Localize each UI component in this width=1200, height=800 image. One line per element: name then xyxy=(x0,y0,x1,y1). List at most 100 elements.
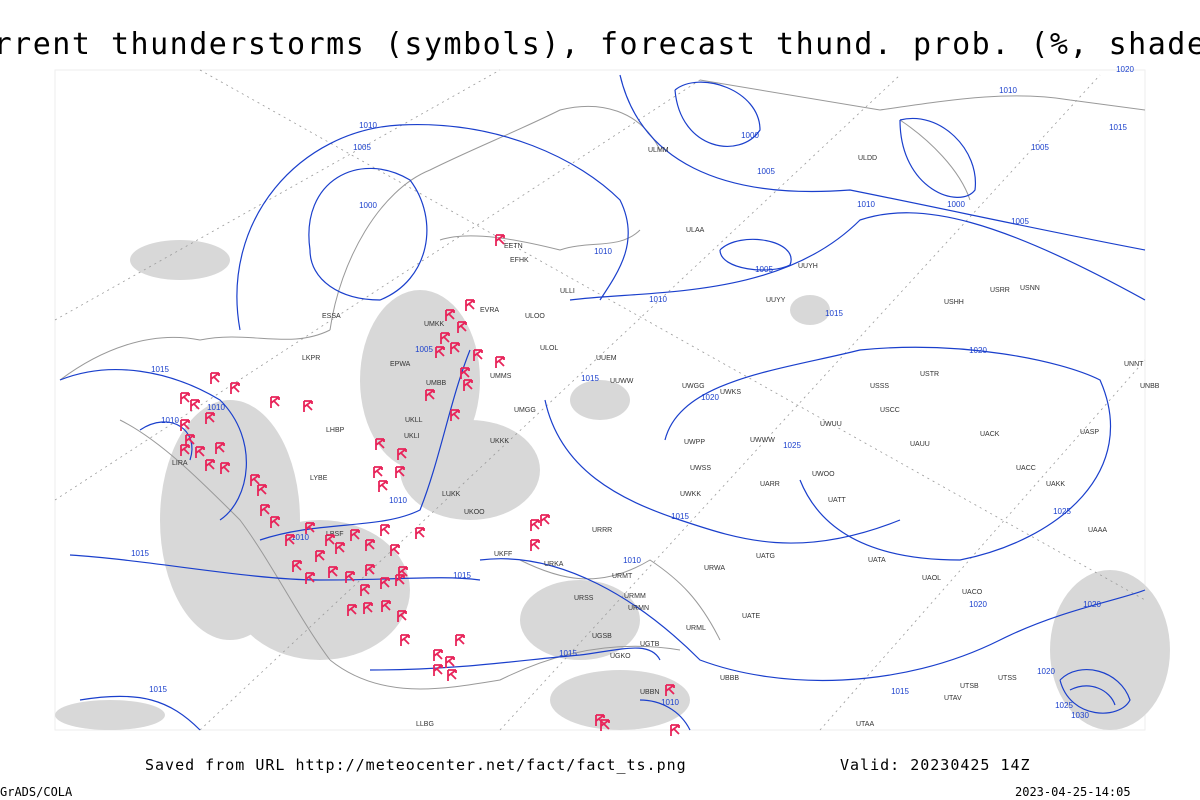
labels: 1010 1005 1000 1005 1010 1010 1015 1015 1010 1010… xyxy=(131,65,1160,728)
thunderstorm-symbol xyxy=(185,434,195,446)
station-label: URMT xyxy=(612,573,633,580)
thunderstorm-symbol xyxy=(285,534,295,546)
station-label: LLBG xyxy=(416,721,434,728)
thunderstorm-symbol xyxy=(463,379,473,391)
station-label: UWGG xyxy=(682,383,705,390)
station-label: UAUU xyxy=(910,441,930,448)
thunderstorm-symbol xyxy=(450,409,460,421)
thunderstorm-symbol xyxy=(395,466,405,478)
thunderstorm-symbol xyxy=(180,419,190,431)
isobar-label: 1015 xyxy=(1109,123,1127,132)
thunderstorm-symbol xyxy=(325,534,335,546)
station-label: ULOO xyxy=(525,313,545,320)
isobar-label: 1015 xyxy=(151,365,169,374)
station-label: UTSB xyxy=(960,683,979,690)
station-label: URML xyxy=(686,625,706,632)
station-label: UAKK xyxy=(1046,481,1065,488)
thunderstorm-symbol xyxy=(350,529,360,541)
thunderstorm-symbol xyxy=(495,356,505,368)
thunderstorm-symbol xyxy=(180,444,190,456)
thunderstorm-symbol xyxy=(540,514,550,526)
thunderstorm-symbol xyxy=(190,399,200,411)
thunderstorm-symbol xyxy=(670,724,680,736)
station-label: UATA xyxy=(868,557,886,564)
station-label: USTR xyxy=(920,371,939,378)
isobar-label: 1020 xyxy=(1116,65,1134,74)
coastlines xyxy=(59,79,1146,690)
station-label: USNN xyxy=(1020,285,1040,292)
station-label: UUYY xyxy=(766,297,786,304)
station-label: UMKK xyxy=(424,321,445,328)
valid-time: Valid: 20230425 14Z xyxy=(840,756,1031,774)
station-label: UTAA xyxy=(856,721,874,728)
thunderstorm-symbol xyxy=(433,649,443,661)
station-label: ULAA xyxy=(686,227,705,234)
isobar-label: 1010 xyxy=(649,295,667,304)
thunderstorm-symbol xyxy=(303,400,313,412)
station-label: UKLL xyxy=(405,417,423,424)
thunderstorm-symbol xyxy=(440,332,450,344)
station-label: UATG xyxy=(756,553,775,560)
isobar-label: 1000 xyxy=(359,201,377,210)
station-label: UKOO xyxy=(464,509,485,516)
station-label: EETN xyxy=(504,243,523,250)
station-label: UGTB xyxy=(640,641,660,648)
thunderstorm-symbol xyxy=(205,459,215,471)
station-label: UATE xyxy=(742,613,760,620)
station-label: UACC xyxy=(1016,465,1036,472)
thunderstorm-symbol xyxy=(447,669,457,681)
isobar-label: 1015 xyxy=(671,512,689,521)
station-label: URMM xyxy=(624,593,646,600)
thunderstorm-symbol xyxy=(305,522,315,534)
isobar-label: 1025 xyxy=(1053,507,1071,516)
station-label: UARR xyxy=(760,481,780,488)
timestamp: 2023-04-25-14:05 xyxy=(1015,785,1131,799)
station-label: UWSS xyxy=(690,465,711,472)
station-label: EVRA xyxy=(480,307,499,314)
thunderstorm-symbol xyxy=(250,474,260,486)
thunderstorm-symbol xyxy=(450,342,460,354)
station-label: USCC xyxy=(880,407,900,414)
thunderstorm-symbol xyxy=(380,524,390,536)
station-label: UUWW xyxy=(610,378,634,385)
thunderstorm-symbol xyxy=(195,446,205,458)
thunderstorm-symbol xyxy=(270,516,280,528)
station-label: LYBE xyxy=(310,475,328,482)
thunderstorm-symbol xyxy=(460,367,470,379)
thunderstorm-symbol xyxy=(345,571,355,583)
station-label: UNNT xyxy=(1124,361,1144,368)
isobar-label: 1005 xyxy=(755,265,773,274)
title: Current thunderstorms (symbols), forecas… xyxy=(0,27,1200,62)
station-label: LUKK xyxy=(442,491,461,498)
station-label: URKA xyxy=(544,561,564,568)
isobar-label: 1020 xyxy=(1037,667,1055,676)
station-label: UWKS xyxy=(720,389,741,396)
thunderstorm-symbol xyxy=(455,634,465,646)
thunderstorm-symbol xyxy=(530,539,540,551)
isobar-label: 1010 xyxy=(857,200,875,209)
isobar-label: 1020 xyxy=(969,346,987,355)
station-label: UKKK xyxy=(490,438,509,445)
station-label: UWKK xyxy=(680,491,701,498)
thunderstorm-symbol xyxy=(328,566,338,578)
thunderstorm-symbol xyxy=(530,519,540,531)
station-label: UATT xyxy=(828,497,846,504)
isobar-label: 1010 xyxy=(291,533,309,542)
station-label: EPWA xyxy=(390,361,411,368)
thunderstorm-symbol xyxy=(260,504,270,516)
station-label: UGKO xyxy=(610,653,631,660)
graticule xyxy=(54,69,1146,731)
isobar-label: 1000 xyxy=(947,200,965,209)
thunderstorm-symbol xyxy=(378,480,388,492)
isobar-label: 1020 xyxy=(969,600,987,609)
station-label: UASP xyxy=(1080,429,1099,436)
thunderstorm-symbol xyxy=(365,539,375,551)
thunderstorm-symbol xyxy=(257,484,267,496)
station-label: ULLI xyxy=(560,288,575,295)
station-label: LBSF xyxy=(326,531,344,538)
isobar-label: 1020 xyxy=(701,393,719,402)
isobar-label: 1015 xyxy=(453,571,471,580)
thunderstorm-symbol xyxy=(270,396,280,408)
station-label: LKPR xyxy=(302,355,320,362)
